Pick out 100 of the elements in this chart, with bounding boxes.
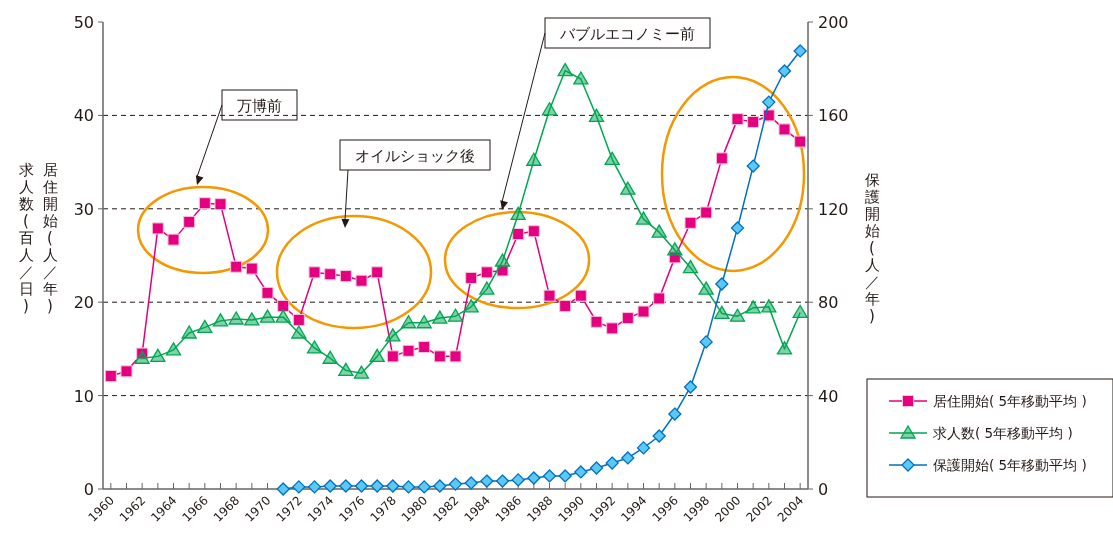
point <box>527 471 541 485</box>
point <box>574 465 588 479</box>
point <box>684 216 697 229</box>
point <box>510 206 526 221</box>
point <box>370 479 384 493</box>
point <box>230 260 243 273</box>
point <box>167 233 180 246</box>
point <box>292 480 306 494</box>
point <box>433 479 447 493</box>
point <box>402 344 415 357</box>
ytick: 30 <box>73 199 94 219</box>
ytick: 20 <box>73 293 94 313</box>
point <box>479 281 495 295</box>
point <box>339 270 352 283</box>
point <box>526 152 542 166</box>
y2label: 保護開始(人／年) <box>864 171 880 325</box>
point <box>134 350 150 364</box>
point <box>559 299 572 312</box>
point <box>637 305 650 318</box>
point <box>635 211 652 225</box>
point <box>792 304 808 319</box>
point <box>606 322 619 335</box>
point <box>448 477 463 491</box>
point <box>761 299 777 313</box>
point <box>385 328 401 342</box>
point <box>511 473 525 487</box>
point <box>150 348 166 363</box>
legend-label: 居住開始( 5年移動平均 ) <box>933 393 1087 409</box>
legend-label: 保護開始( 5年移動平均 ) <box>933 457 1087 473</box>
point <box>276 482 290 496</box>
point <box>730 221 745 235</box>
y2tick: 200 <box>818 13 849 32</box>
point <box>354 479 369 493</box>
point <box>339 479 353 493</box>
point <box>714 305 730 320</box>
point <box>104 369 117 382</box>
point <box>574 289 587 302</box>
point <box>136 347 149 360</box>
point <box>715 152 728 165</box>
point <box>355 274 368 287</box>
annotation: 万博前 <box>237 97 282 115</box>
point <box>151 222 164 235</box>
point <box>198 197 211 210</box>
point <box>197 319 213 334</box>
point <box>261 286 274 299</box>
point <box>543 289 556 302</box>
point <box>495 474 510 488</box>
point <box>401 480 416 494</box>
point <box>353 365 370 379</box>
point <box>480 474 494 488</box>
point <box>463 299 479 313</box>
point <box>496 264 509 277</box>
ytick: 40 <box>73 106 94 126</box>
point <box>700 206 713 219</box>
point <box>731 113 744 126</box>
point <box>371 266 384 279</box>
point <box>323 479 337 493</box>
point <box>683 380 698 394</box>
y2tick: 160 <box>818 106 849 126</box>
point <box>668 251 681 264</box>
point <box>668 407 682 421</box>
point <box>715 277 729 291</box>
point <box>417 480 431 494</box>
annotation: バブルエコノミー前 <box>560 25 695 43</box>
point <box>494 253 511 267</box>
y2tick: 40 <box>818 386 839 406</box>
point <box>620 181 636 195</box>
point <box>386 350 399 363</box>
point <box>542 469 557 483</box>
point <box>590 315 603 328</box>
point <box>418 341 431 354</box>
annotation-axis-note: 求人数(百人／日) <box>18 161 34 315</box>
point <box>729 308 746 322</box>
ytick: 50 <box>73 13 94 32</box>
point <box>244 312 260 326</box>
point <box>527 225 540 238</box>
point <box>307 480 322 494</box>
point <box>464 476 478 490</box>
point <box>322 350 338 364</box>
point <box>181 325 197 339</box>
point <box>699 335 713 349</box>
point <box>794 135 807 148</box>
point <box>214 198 227 211</box>
point <box>338 362 354 377</box>
point <box>653 292 666 305</box>
point <box>747 115 760 128</box>
point <box>762 95 776 109</box>
point <box>604 151 620 165</box>
point <box>588 108 605 122</box>
point <box>465 271 478 284</box>
point <box>306 340 323 354</box>
point <box>573 71 589 85</box>
point <box>245 262 258 275</box>
point <box>652 429 666 443</box>
point <box>698 281 714 295</box>
point <box>212 313 229 327</box>
point <box>512 228 525 241</box>
point <box>386 479 400 493</box>
point <box>447 308 464 322</box>
point <box>183 215 196 228</box>
